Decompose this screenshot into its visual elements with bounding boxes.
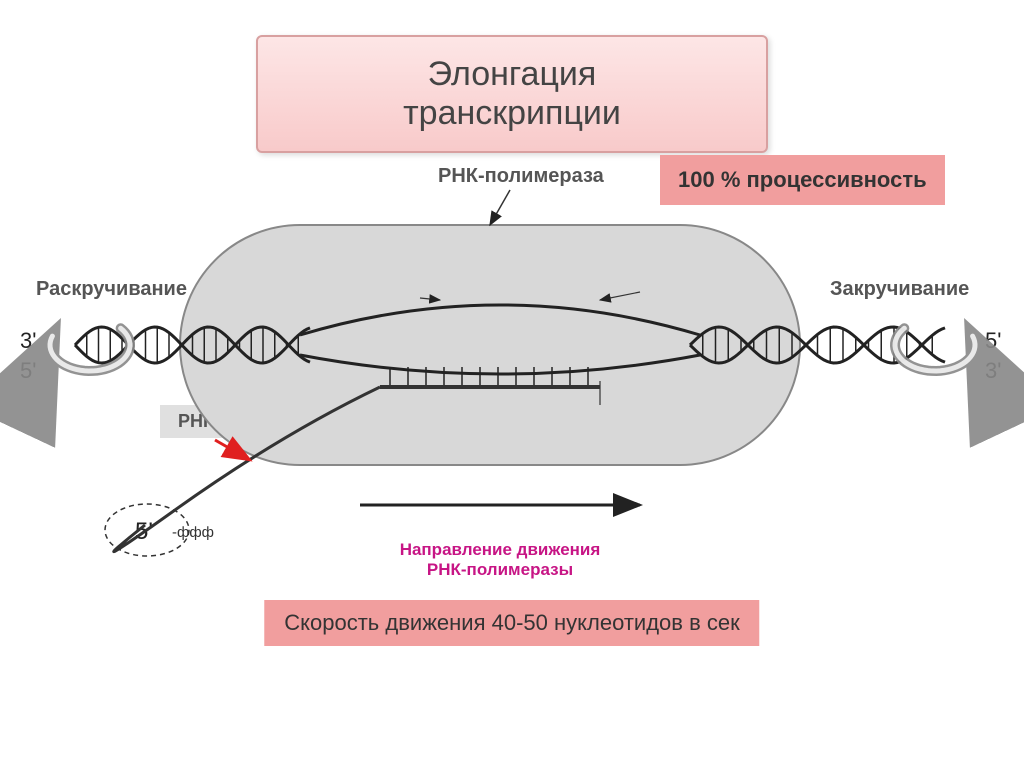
elongation-site-label: Сайт элонгации — [550, 407, 649, 455]
coding-strand-label: Кодирующая цепь — [602, 258, 764, 285]
inner-3-prime: 3' — [590, 350, 602, 368]
direction-label: Направление движения РНК-полимеразы — [360, 540, 640, 580]
processivity-text: 100 % процессивность — [678, 167, 927, 192]
right-bottom-prime: 3' — [985, 358, 1001, 384]
processivity-badge: 100 % процессивность — [660, 155, 945, 205]
template-strand-label: Матричная цепь — [354, 270, 500, 296]
inner-oh: OH — [588, 370, 608, 385]
right-top-prime: 5' — [985, 328, 1001, 354]
left-bottom-prime: 5' — [20, 358, 36, 384]
rna-label: РНК — [160, 405, 232, 438]
title-box: Элонгация транскрипции — [256, 35, 768, 153]
page-title: Элонгация транскрипции — [318, 55, 706, 133]
rna-polymerase-label: РНК-полимераза — [438, 165, 604, 188]
rewinding-label: Закручивание — [830, 278, 969, 301]
unwinding-label: Раскручивание — [36, 278, 187, 301]
five-prime-bubble: 5' — [135, 518, 153, 546]
left-top-prime: 3' — [20, 328, 36, 354]
hybrid-label: ДНК-РНК-гибрид примерно 19 п.н. — [294, 407, 448, 455]
speed-badge: Скорость движения 40-50 нуклеотидов в се… — [264, 600, 759, 646]
triple-phosphate-label: -ффф — [172, 524, 214, 541]
